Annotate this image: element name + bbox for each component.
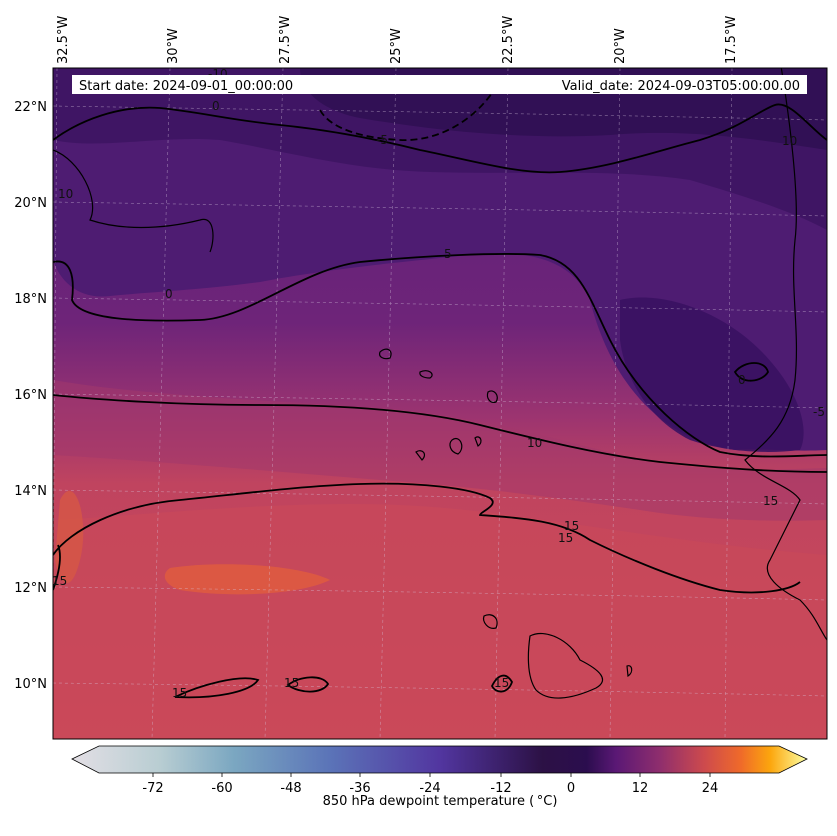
colorbar-tick-label: 12	[632, 781, 649, 796]
lat-label: 16°N	[14, 388, 47, 403]
lon-label: 30°W	[166, 28, 181, 64]
contour-label-group: -10 0 -5 10 5 0 10 0 -5 10 15 15 15 15 1…	[52, 68, 825, 700]
island-cape-verde	[415, 450, 426, 461]
island-cape-verde	[474, 436, 482, 447]
lon-label: 32.5°W	[56, 16, 71, 64]
contour-15-south1	[174, 677, 260, 699]
colorbar-body	[71, 745, 808, 774]
island-south	[483, 614, 498, 629]
dewpoint-field: -10 0 -5 10 5 0 10 0 -5 10 15 15 15 15 1…	[52, 68, 827, 739]
lon-label: 20°W	[613, 28, 628, 64]
lat-label: 22°N	[14, 100, 47, 115]
contour-minus5	[319, 79, 501, 141]
contour-label: 15	[172, 686, 187, 700]
island-cape-verde	[419, 370, 433, 379]
colorbar-ticks	[152, 773, 711, 777]
contour-10	[53, 394, 827, 473]
contour-label: 0	[212, 99, 220, 113]
contour-0-east	[733, 362, 769, 382]
coast-detail-north	[53, 149, 214, 253]
warm-patch	[55, 490, 84, 584]
valid-date-label: Valid_date: 2024-09-03T05:00:00.00	[562, 79, 800, 94]
lon-label: 25°W	[389, 28, 404, 64]
map-frame	[52, 67, 828, 740]
colorbar-tick-label: -48	[280, 781, 301, 796]
contour-label: 5	[444, 247, 452, 261]
contour-label: -5	[813, 405, 825, 419]
date-banner	[72, 75, 807, 94]
dry-east-pocket	[620, 297, 804, 452]
contour-15-west-edge	[53, 544, 61, 591]
contour-label: 15	[284, 676, 299, 690]
contour-label: 0	[165, 287, 173, 301]
contour-5	[53, 253, 827, 458]
moist-region	[53, 503, 827, 739]
lon-label: 17.5°W	[724, 16, 739, 64]
colorbar-tick-label: -72	[142, 781, 163, 796]
contour-0	[53, 103, 827, 174]
contour-15-south2	[286, 676, 330, 693]
lat-label: 10°N	[14, 677, 47, 692]
contour-label: 15	[558, 531, 573, 545]
island-cape-verde	[379, 348, 392, 360]
latitude-labels: 22°N 20°N 18°N 16°N 14°N 12°N 10°N	[14, 100, 47, 692]
lat-label: 14°N	[14, 484, 47, 499]
contour-label: 15	[564, 519, 579, 533]
contour-label: 15	[494, 676, 509, 690]
contour-label: 10	[58, 187, 73, 201]
lat-label: 12°N	[14, 581, 47, 596]
colorbar-tick-label: 0	[567, 781, 575, 796]
start-date-label: Start date: 2024-09-01_00:00:00	[79, 79, 293, 94]
graticule	[53, 68, 827, 739]
colorbar-tick-label: -12	[490, 781, 511, 796]
contour-label: 0	[738, 373, 746, 387]
contour-label: 10	[527, 436, 542, 450]
island-cape-verde	[449, 438, 463, 455]
island-south	[527, 632, 603, 699]
colorbar: -72 -60 -48 -36 -24 -12 0 12 24 850 hPa …	[71, 745, 808, 809]
lat-label: 20°N	[14, 196, 47, 211]
contour-label: 15	[763, 494, 778, 508]
contour-15-south3	[490, 674, 513, 693]
contour-lines	[53, 79, 827, 699]
colorbar-tick-label: -24	[419, 781, 440, 796]
contour-label: 15	[52, 574, 67, 588]
contour-label: -5	[376, 133, 388, 147]
warm-patch	[164, 564, 330, 595]
colorbar-tick-label: 24	[702, 781, 719, 796]
lon-label: 27.5°W	[278, 16, 293, 64]
lon-label: 22.5°W	[501, 16, 516, 64]
colorbar-label: 850 hPa dewpoint temperature ( °C)	[323, 794, 558, 809]
island-south	[626, 665, 633, 678]
longitude-labels: 32.5°W 30°W 27.5°W 25°W 22.5°W 20°W 17.5…	[56, 16, 739, 64]
colorbar-tick-label: -60	[211, 781, 232, 796]
transition-band	[53, 380, 827, 521]
coastlines	[53, 68, 827, 699]
contour-label: 10	[782, 134, 797, 148]
contour-15-north	[53, 482, 801, 594]
island-cape-verde	[486, 390, 498, 403]
coast-africa	[744, 68, 827, 641]
lat-label: 18°N	[14, 292, 47, 307]
colorbar-tick-label: -36	[349, 781, 370, 796]
